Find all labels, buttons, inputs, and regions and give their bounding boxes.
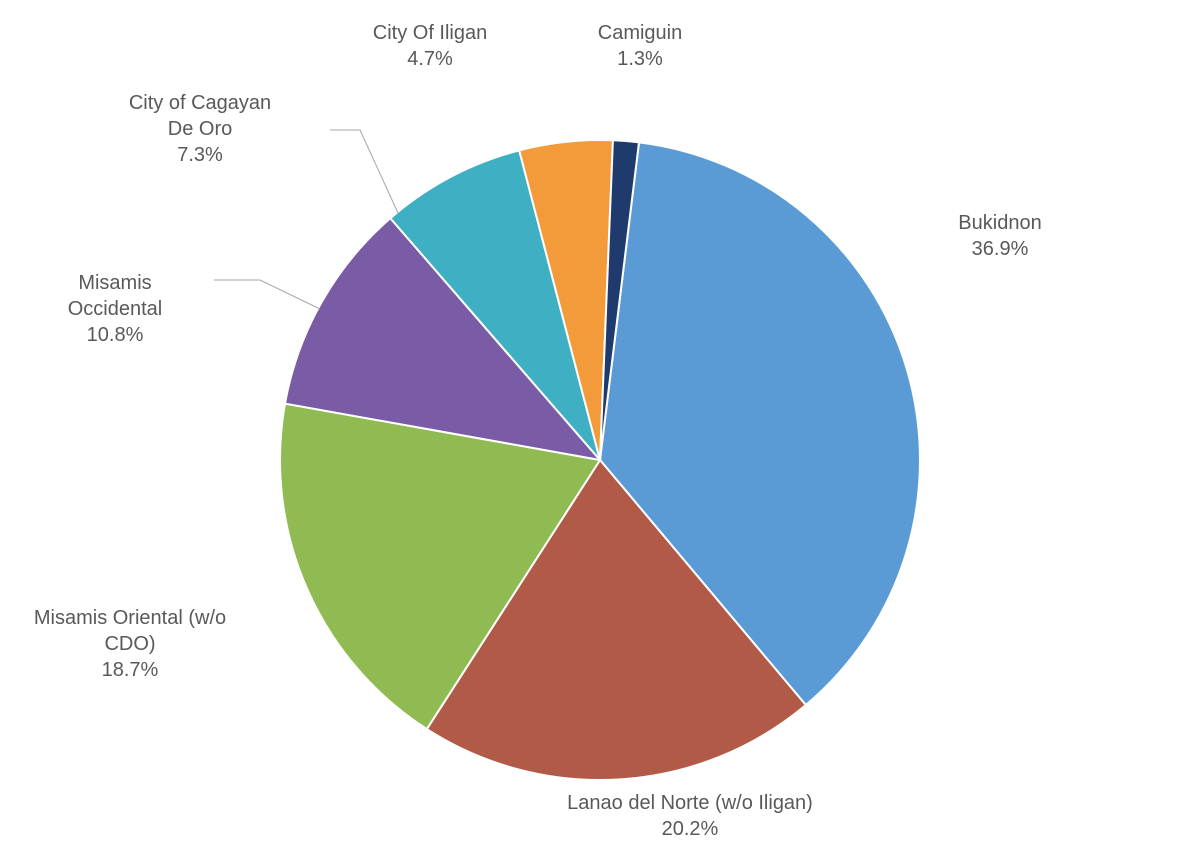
slice-label: Lanao del Norte (w/o Iligan) 20.2% [567, 790, 813, 842]
slice-label: Camiguin 1.3% [598, 20, 682, 72]
slice-label: City of Cagayan De Oro 7.3% [129, 90, 271, 168]
slice-label: Bukidnon 36.9% [958, 210, 1041, 262]
slice-label: Misamis Oriental (w/o CDO) 18.7% [34, 605, 226, 683]
pie-chart-container: Bukidnon 36.9% Lanao del Norte (w/o Iliga… [0, 0, 1200, 863]
slice-label: City Of Iligan 4.7% [373, 20, 487, 72]
leader-line [214, 280, 320, 309]
slice-label: Misamis Occidental 10.8% [68, 270, 163, 348]
leader-line [330, 130, 398, 213]
